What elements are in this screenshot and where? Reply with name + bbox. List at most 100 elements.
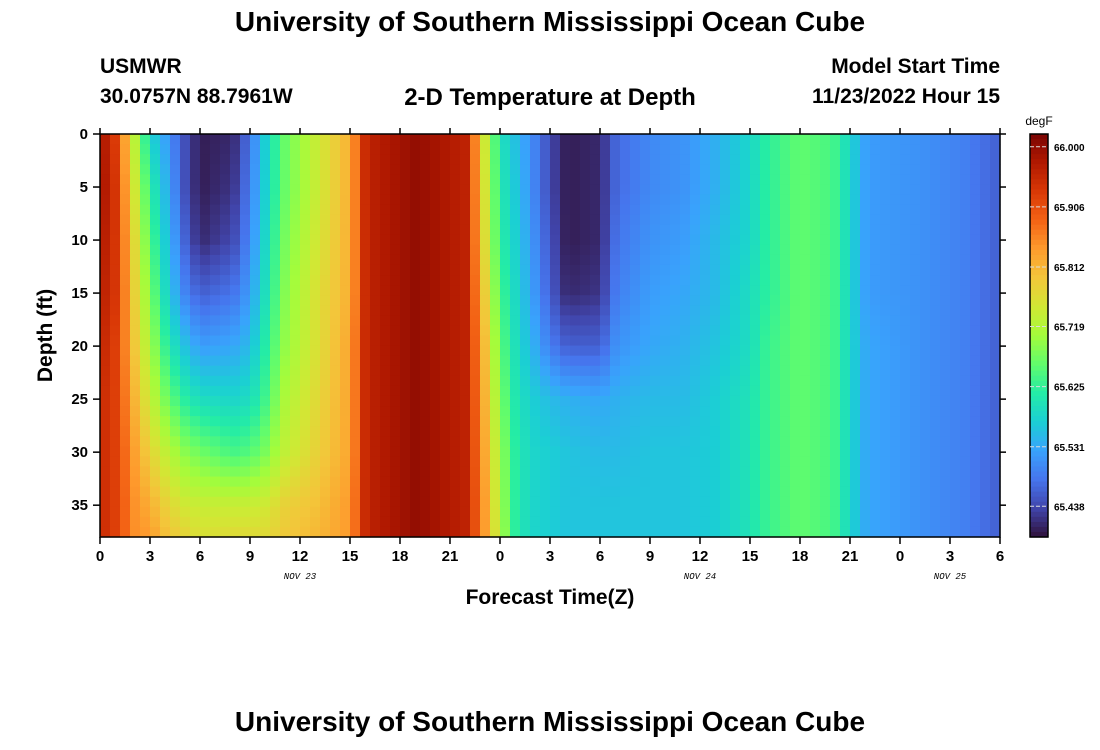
heatmap-cell xyxy=(890,234,901,246)
heatmap-cell xyxy=(450,486,461,498)
heatmap-cell xyxy=(840,456,851,468)
heatmap-cell xyxy=(230,345,241,357)
heatmap-cell xyxy=(310,174,321,185)
heatmap-cell xyxy=(460,395,471,407)
heatmap-cell xyxy=(710,436,721,447)
heatmap-cell xyxy=(260,355,271,367)
heatmap-cell xyxy=(460,345,471,357)
heatmap-cell xyxy=(180,295,191,306)
heatmap-cell xyxy=(310,375,321,387)
heatmap-cell xyxy=(100,305,111,316)
y-tick-label: 35 xyxy=(71,497,88,514)
heatmap-cell xyxy=(850,345,861,357)
heatmap-cell xyxy=(610,325,621,337)
heatmap-cell xyxy=(950,416,961,427)
heatmap-cell xyxy=(180,214,191,226)
heatmap-cell xyxy=(600,174,611,185)
heatmap-cell xyxy=(770,335,781,347)
heatmap-cell xyxy=(510,486,521,498)
heatmap-cell xyxy=(160,214,171,226)
heatmap-cell xyxy=(160,224,171,236)
heatmap-cell xyxy=(670,406,681,417)
colorbar-segment xyxy=(1030,516,1048,523)
heatmap-cell xyxy=(600,416,611,427)
heatmap-cell xyxy=(670,224,681,236)
heatmap-cell xyxy=(180,466,191,478)
heatmap-cell xyxy=(980,244,991,256)
heatmap-cell xyxy=(140,144,151,155)
heatmap-cell xyxy=(340,446,351,457)
heatmap-cell xyxy=(960,234,971,246)
heatmap-cell xyxy=(860,154,871,165)
heatmap-cell xyxy=(370,516,381,528)
heatmap-cell xyxy=(410,325,421,337)
heatmap-cell xyxy=(530,214,541,226)
heatmap-cell xyxy=(420,305,431,316)
heatmap-cell xyxy=(690,174,701,185)
heatmap-cell xyxy=(370,224,381,236)
heatmap-cell xyxy=(350,254,361,266)
heatmap-cell xyxy=(430,325,441,337)
heatmap-cell xyxy=(430,154,441,165)
heatmap-cell xyxy=(270,234,281,246)
heatmap-cell xyxy=(370,154,381,165)
heatmap-cell xyxy=(130,416,141,427)
heatmap-cell xyxy=(240,365,251,377)
heatmap-cell xyxy=(830,325,841,337)
heatmap-cell xyxy=(560,416,571,427)
heatmap-cell xyxy=(650,426,661,437)
heatmap-cell xyxy=(600,275,611,286)
heatmap-cell xyxy=(880,305,891,316)
heatmap-cell xyxy=(260,325,271,337)
heatmap-cell xyxy=(570,466,581,478)
heatmap-cell xyxy=(300,144,311,155)
heatmap-cell xyxy=(410,506,421,518)
heatmap-cell xyxy=(330,164,341,175)
heatmap-cell xyxy=(320,446,331,457)
heatmap-cell xyxy=(250,385,261,397)
heatmap-cell xyxy=(240,144,251,155)
heatmap-cell xyxy=(860,486,871,498)
heatmap-cell xyxy=(570,426,581,437)
heatmap-cell xyxy=(880,214,891,226)
heatmap-cell xyxy=(300,355,311,367)
heatmap-cell xyxy=(260,375,271,387)
heatmap-cell xyxy=(600,214,611,226)
heatmap-cell xyxy=(170,395,181,407)
heatmap-cell xyxy=(700,406,711,417)
heatmap-cell xyxy=(880,446,891,457)
heatmap-cell xyxy=(220,395,231,407)
heatmap-cell xyxy=(500,345,511,357)
heatmap-cell xyxy=(510,375,521,387)
heatmap-cell xyxy=(890,275,901,286)
heatmap-cell xyxy=(560,154,571,165)
heatmap-cell xyxy=(550,144,561,155)
heatmap-cell xyxy=(870,174,881,185)
heatmap-cell xyxy=(290,486,301,498)
heatmap-cell xyxy=(290,426,301,437)
heatmap-cell xyxy=(650,466,661,478)
heatmap-cell xyxy=(730,194,741,206)
heatmap-cell xyxy=(800,254,811,266)
heatmap-cell xyxy=(460,506,471,518)
heatmap-cell xyxy=(820,194,831,206)
heatmap-cell xyxy=(300,365,311,377)
heatmap-cell xyxy=(790,476,801,488)
heatmap-cell xyxy=(190,134,201,145)
heatmap-cell xyxy=(440,406,451,417)
heatmap-cell xyxy=(730,446,741,457)
heatmap-cell xyxy=(860,194,871,206)
heatmap-cell xyxy=(640,466,651,478)
heatmap-cell xyxy=(530,486,541,498)
heatmap-cell xyxy=(100,295,111,306)
heatmap-cell xyxy=(840,214,851,226)
heatmap-cell xyxy=(640,295,651,306)
heatmap-cell xyxy=(200,144,211,155)
heatmap-cell xyxy=(870,335,881,347)
heatmap-cell xyxy=(990,516,1001,528)
heatmap-cell xyxy=(830,516,841,528)
heatmap-cell xyxy=(940,365,951,377)
heatmap-cell xyxy=(290,164,301,175)
heatmap-cell xyxy=(120,295,131,306)
heatmap-cell xyxy=(200,335,211,347)
